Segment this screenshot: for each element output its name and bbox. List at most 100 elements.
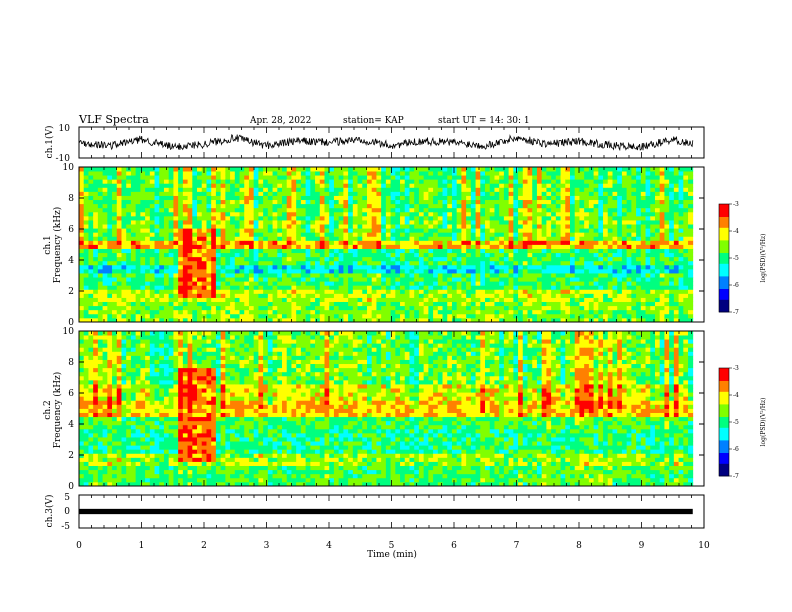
spectrogram-cell bbox=[93, 187, 99, 192]
spectrogram-cell bbox=[461, 256, 467, 262]
spectrogram-cell bbox=[612, 277, 618, 282]
spectrogram-cell bbox=[654, 195, 661, 201]
spectrogram-cell bbox=[168, 256, 174, 262]
spectrogram-cell bbox=[400, 236, 406, 241]
spectrogram-cell bbox=[357, 277, 363, 282]
spectrogram-cell bbox=[168, 277, 174, 282]
spectrogram-cell bbox=[357, 264, 363, 270]
spectrogram-cell bbox=[225, 297, 231, 303]
spectrogram-cell bbox=[291, 285, 297, 290]
spectrogram-cell bbox=[466, 297, 472, 303]
spectrogram-cell bbox=[286, 256, 292, 262]
spectrogram-cell bbox=[603, 224, 609, 229]
spectrogram-cell bbox=[220, 301, 226, 307]
spectrogram-cell bbox=[220, 236, 226, 241]
spectrogram-cell bbox=[546, 264, 552, 270]
spectrogram-cell bbox=[93, 244, 99, 249]
spectrogram-cell bbox=[234, 252, 240, 258]
spectrogram-cell bbox=[248, 236, 255, 241]
spectrogram-cell bbox=[211, 268, 217, 274]
spectrogram-cell bbox=[248, 240, 255, 245]
spectrogram-cell bbox=[182, 179, 188, 184]
spectrogram-cell bbox=[244, 167, 250, 172]
spectrogram-cell bbox=[319, 248, 325, 254]
spectrogram-cell bbox=[168, 220, 174, 225]
spectrogram-cell bbox=[428, 240, 434, 245]
spectrogram-cell bbox=[574, 228, 580, 233]
spectrogram-cell bbox=[489, 244, 495, 249]
spectrogram-cell bbox=[357, 183, 363, 188]
spectrogram-cell bbox=[565, 211, 571, 217]
spectrogram-cell bbox=[480, 195, 486, 201]
spectrogram-cell bbox=[603, 220, 609, 225]
spectrogram-cell bbox=[456, 187, 462, 192]
spectrogram-cell bbox=[551, 232, 557, 237]
spectrogram-cell bbox=[267, 183, 273, 188]
spectrogram-cell bbox=[277, 191, 283, 196]
spectrogram-cell bbox=[442, 167, 448, 172]
spectrogram-cell bbox=[503, 228, 510, 233]
spectrogram-cell bbox=[338, 260, 344, 266]
spectrogram-cell bbox=[234, 167, 240, 172]
spectrogram-cell bbox=[135, 191, 141, 196]
spectrogram-cell bbox=[366, 191, 373, 196]
spectrogram-cell bbox=[88, 252, 94, 258]
spectrogram-cell bbox=[362, 215, 368, 221]
spectrogram-cell bbox=[532, 285, 538, 290]
spectrogram-cell bbox=[126, 301, 132, 307]
spectrogram-cell bbox=[485, 285, 491, 290]
spectrogram-cell bbox=[390, 264, 396, 270]
spectrogram-cell bbox=[428, 171, 434, 176]
spectrogram-cell bbox=[116, 236, 122, 241]
start-ut-label: start UT = 14: 30: 1 bbox=[438, 116, 530, 126]
spectrogram-cell bbox=[546, 179, 552, 184]
spectrogram-cell bbox=[178, 240, 184, 245]
spectrogram-cell bbox=[475, 183, 481, 188]
spectrogram-cell bbox=[338, 183, 344, 188]
spectrogram-cell bbox=[352, 260, 358, 266]
spectrogram-cell bbox=[593, 175, 599, 180]
spectrogram-cell bbox=[418, 277, 425, 282]
spectrogram-cell bbox=[621, 260, 628, 266]
spectrogram-cell bbox=[107, 305, 113, 311]
spectrogram-cell bbox=[688, 240, 694, 245]
spectrogram-cell bbox=[79, 408, 85, 413]
spectrogram-cell bbox=[88, 309, 94, 315]
spectrogram-cell bbox=[560, 317, 566, 323]
spectrogram-cell bbox=[215, 281, 222, 286]
spectrogram-cell bbox=[329, 285, 335, 290]
spectrogram-cell bbox=[310, 179, 316, 184]
spectrogram-cell bbox=[83, 203, 89, 209]
spectrogram-cell bbox=[584, 171, 590, 176]
spectrogram-cell bbox=[201, 264, 207, 270]
spectrogram-cell bbox=[631, 248, 637, 254]
spectrogram-cell bbox=[381, 175, 387, 180]
spectrogram-cell bbox=[518, 175, 524, 180]
spectrogram-cell bbox=[305, 220, 311, 225]
spectrogram-cell bbox=[79, 203, 85, 209]
spectrogram-cell bbox=[461, 211, 467, 217]
spectrogram-cell bbox=[244, 220, 250, 225]
spectrogram-cell bbox=[244, 179, 250, 184]
spectrogram-cell bbox=[518, 252, 524, 258]
spectrogram-cell bbox=[409, 264, 415, 270]
spectrogram-cell bbox=[390, 183, 396, 188]
spectrogram-cell bbox=[366, 301, 373, 307]
spectrogram-cell bbox=[107, 260, 113, 266]
spectrogram-cell bbox=[607, 183, 613, 188]
spectrogram-cell bbox=[555, 187, 561, 192]
spectrogram-cell bbox=[282, 252, 288, 258]
spectrogram-cell bbox=[409, 195, 415, 201]
spectrogram-cell bbox=[135, 207, 141, 213]
spectrogram-cell bbox=[565, 228, 571, 233]
spectrogram-cell bbox=[513, 248, 519, 254]
spectrogram-cell bbox=[83, 232, 89, 237]
spectrogram-cell bbox=[130, 232, 137, 237]
spectrogram-cell bbox=[154, 240, 160, 245]
spectrogram-cell bbox=[239, 240, 245, 245]
spectrogram-cell bbox=[470, 309, 476, 315]
spectrogram-cell bbox=[239, 236, 245, 241]
spectrogram-cell bbox=[645, 183, 651, 188]
spectrogram-cell bbox=[239, 285, 245, 290]
spectrogram-cell bbox=[116, 281, 122, 286]
